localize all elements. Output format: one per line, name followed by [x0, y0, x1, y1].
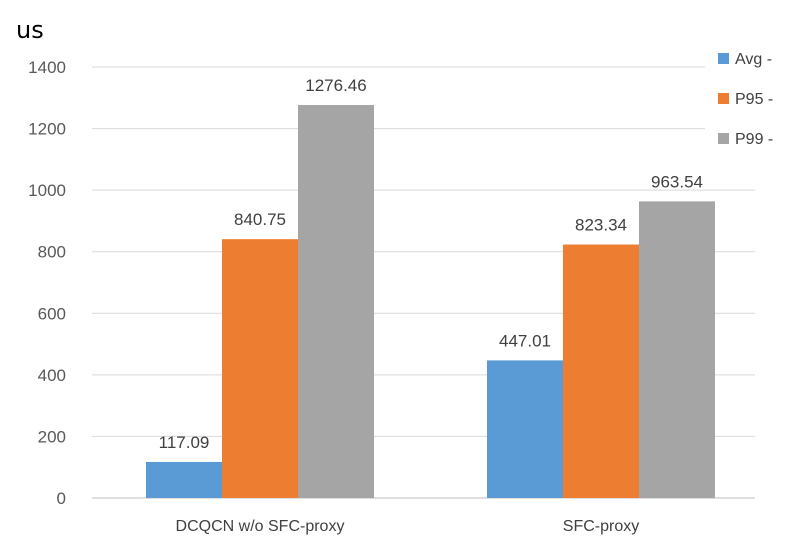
bar-p95-2 — [563, 244, 639, 498]
data-label: 117.09 — [159, 433, 210, 452]
y-tick-label: 0 — [57, 489, 66, 508]
y-unit-label: us — [16, 16, 44, 44]
category-label: DCQCN w/o SFC-proxy — [176, 518, 345, 535]
legend-entry: Avg - — [735, 51, 772, 68]
y-tick-label: 1200 — [28, 120, 66, 139]
legend-entry: P95 - — [735, 91, 773, 108]
legend-entry: P99 - — [735, 131, 773, 148]
legend-background — [705, 45, 785, 175]
bar-avg-2 — [487, 360, 563, 498]
y-tick-labels: 0 200 400 600 800 1000 1200 1400 — [28, 58, 66, 508]
bar-p99-1 — [298, 105, 374, 499]
data-label: 823.34 — [575, 216, 627, 235]
bar-avg-1 — [146, 461, 222, 498]
y-tick-label: 400 — [38, 366, 66, 385]
legend-swatch — [718, 53, 729, 64]
data-label: 447.01 — [499, 331, 551, 350]
bar-p95-1 — [222, 239, 298, 498]
y-tick-label: 1400 — [28, 58, 66, 77]
bars — [146, 105, 715, 499]
y-tick-label: 600 — [38, 304, 66, 323]
data-label: 1276.46 — [305, 76, 366, 95]
legend-swatch — [718, 93, 729, 104]
legend: Avg - P95 - P99 - — [705, 45, 785, 175]
data-labels: 117.09 840.75 1276.46 447.01 823.34 963.54 — [159, 76, 703, 452]
y-tick-label: 1000 — [28, 181, 66, 200]
y-tick-label: 200 — [38, 427, 66, 446]
category-label: SFC-proxy — [563, 518, 639, 535]
gridlines — [92, 66, 755, 499]
data-label: 963.54 — [651, 172, 703, 191]
legend-swatch — [718, 133, 729, 144]
y-tick-label: 800 — [38, 243, 66, 262]
category-labels: DCQCN w/o SFC-proxy SFC-proxy — [176, 518, 640, 535]
data-label: 840.75 — [234, 210, 286, 229]
bar-p99-2 — [639, 201, 715, 499]
